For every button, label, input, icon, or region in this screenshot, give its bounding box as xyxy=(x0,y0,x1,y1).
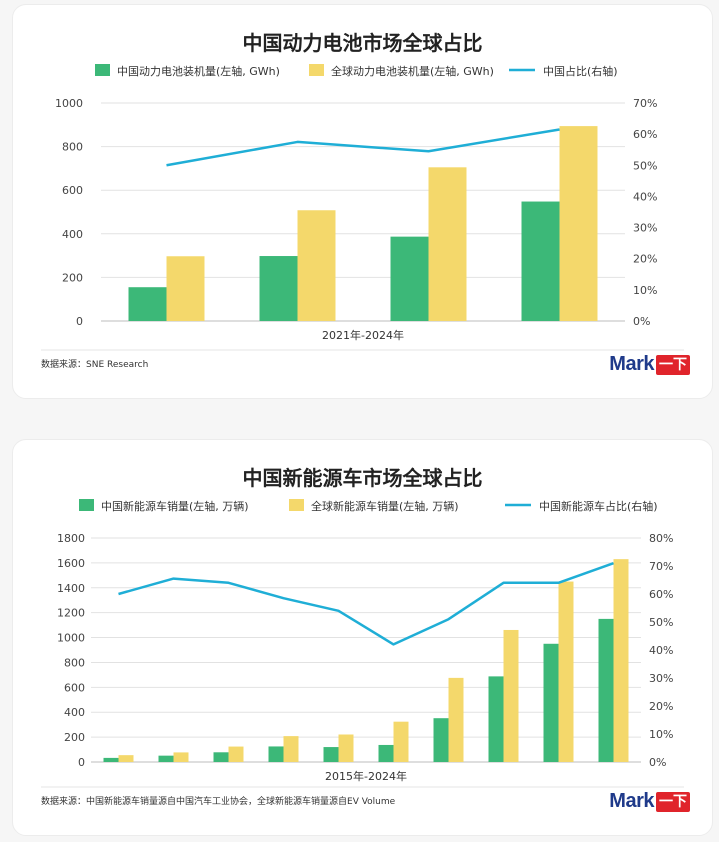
bar-global-2021 xyxy=(166,256,205,321)
bar-china-2024 xyxy=(598,618,614,762)
bar-global-2024 xyxy=(613,559,629,762)
chart-title: 中国动力电池市场全球占比 xyxy=(242,31,483,55)
y-tick-label: 1000 xyxy=(55,97,83,110)
bar-china-2017 xyxy=(213,752,229,762)
bar-china-2019 xyxy=(323,747,339,762)
y2-tick-label: 60% xyxy=(649,588,673,601)
bar-china-2021 xyxy=(128,287,167,321)
bar-china-2021 xyxy=(433,718,449,762)
y-tick-label: 1200 xyxy=(57,607,85,620)
bar-china-2023 xyxy=(390,236,429,321)
y-tick-label: 800 xyxy=(62,141,83,154)
bar-global-2016 xyxy=(173,752,189,762)
nev-chart-card: 中国新能源车市场全球占比 0 200 400 600 800 1000 1200 1400 16… xyxy=(12,439,713,836)
brand-badge: 一下 xyxy=(656,791,690,812)
y-tick-label: 200 xyxy=(62,271,83,284)
legend-swatch xyxy=(289,499,304,511)
y-tick-label: 1600 xyxy=(57,557,85,570)
x-axis-label: 2021年-2024年 xyxy=(322,328,404,342)
y2-tick-label: 50% xyxy=(633,159,657,172)
y2-tick-label: 20% xyxy=(649,700,673,713)
bar-china-2016 xyxy=(158,755,174,762)
y2-tick-label: 40% xyxy=(633,190,657,203)
battery-chart-card: 中国动力电池市场全球占比 0 200 400 600 800 1000 0% 10% 20% 30… xyxy=(12,4,713,399)
y-tick-label: 1800 xyxy=(57,532,85,545)
share-line xyxy=(166,128,560,167)
y2-tick-label: 10% xyxy=(649,728,673,741)
data-source: 数据来源：SNE Research xyxy=(41,360,149,370)
y-tick-label: 200 xyxy=(64,731,85,744)
bar-global-2020 xyxy=(393,721,409,762)
bar-global-2019 xyxy=(338,734,354,762)
brand-mark: Mark xyxy=(609,353,654,375)
nev-chart: 0 200 400 600 800 1000 1200 1400 1600 1800 0% 10% 20… xyxy=(41,499,684,788)
y2-tick-label: 50% xyxy=(649,616,673,629)
legend-label: 全球新能源车销量(左轴, 万辆) xyxy=(311,499,459,513)
y-tick-label: 1000 xyxy=(57,632,85,645)
bar-global-2017 xyxy=(228,746,244,762)
x-axis-label: 2015年-2024年 xyxy=(325,769,407,783)
bar-china-2018 xyxy=(268,746,284,762)
y2-tick-label: 20% xyxy=(633,253,657,266)
y-tick-label: 400 xyxy=(62,228,83,241)
legend-label: 全球动力电池装机量(左轴, GWh) xyxy=(331,64,494,78)
brand-badge: 一下 xyxy=(656,354,690,375)
y-tick-label: 0 xyxy=(76,315,83,328)
bar-china-2023 xyxy=(543,643,559,762)
legend-swatch xyxy=(95,64,110,76)
battery-chart: 0 200 400 600 800 1000 0% 10% 20% 30% 40% 50% 60% 70%… xyxy=(41,64,684,351)
bar-global-2024 xyxy=(559,126,598,321)
legend-label: 中国占比(右轴) xyxy=(543,64,618,78)
bar-china-2022 xyxy=(488,676,504,762)
legend-swatch xyxy=(309,64,324,76)
y2-tick-label: 30% xyxy=(649,672,673,685)
y2-tick-label: 80% xyxy=(649,532,673,545)
y2-tick-label: 40% xyxy=(649,644,673,657)
y-tick-label: 600 xyxy=(64,681,85,694)
y2-tick-label: 10% xyxy=(633,284,657,297)
y2-tick-label: 30% xyxy=(633,222,657,235)
legend-label: 中国动力电池装机量(左轴, GWh) xyxy=(117,64,280,78)
chart-title: 中国新能源车市场全球占比 xyxy=(242,466,483,490)
bar-global-2022 xyxy=(297,210,336,321)
y2-tick-label: 60% xyxy=(633,128,657,141)
y-tick-label: 400 xyxy=(64,706,85,719)
bar-global-2018 xyxy=(283,736,299,762)
bar-china-2024 xyxy=(521,201,560,321)
y-tick-label: 600 xyxy=(62,184,83,197)
y2-tick-label: 70% xyxy=(633,97,657,110)
brand-mark: Mark xyxy=(609,790,654,812)
brand-logo: Mark 一下 xyxy=(609,790,690,813)
y-tick-label: 1400 xyxy=(57,582,85,595)
y-tick-label: 0 xyxy=(78,756,85,769)
legend-label: 中国新能源车销量(左轴, 万辆) xyxy=(101,499,249,513)
legend-label: 中国新能源车占比(右轴) xyxy=(539,499,658,513)
y2-tick-label: 70% xyxy=(649,560,673,573)
bar-china-2022 xyxy=(259,256,298,321)
y2-tick-label: 0% xyxy=(649,756,666,769)
bar-china-2020 xyxy=(378,744,394,762)
bar-global-2022 xyxy=(503,629,519,762)
y-tick-label: 800 xyxy=(64,656,85,669)
bar-global-2023 xyxy=(558,581,574,762)
bar-global-2021 xyxy=(448,677,464,762)
brand-logo: Mark 一下 xyxy=(609,353,690,376)
bar-global-2015 xyxy=(118,755,134,762)
bar-global-2023 xyxy=(428,167,467,321)
share-line xyxy=(118,562,614,646)
bar-china-2015 xyxy=(103,757,119,762)
data-source: 数据来源：中国新能源车销量源自中国汽车工业协会，全球新能源车销量源自EV Vol… xyxy=(41,797,396,807)
legend-swatch xyxy=(79,499,94,511)
y2-tick-label: 0% xyxy=(633,315,650,328)
